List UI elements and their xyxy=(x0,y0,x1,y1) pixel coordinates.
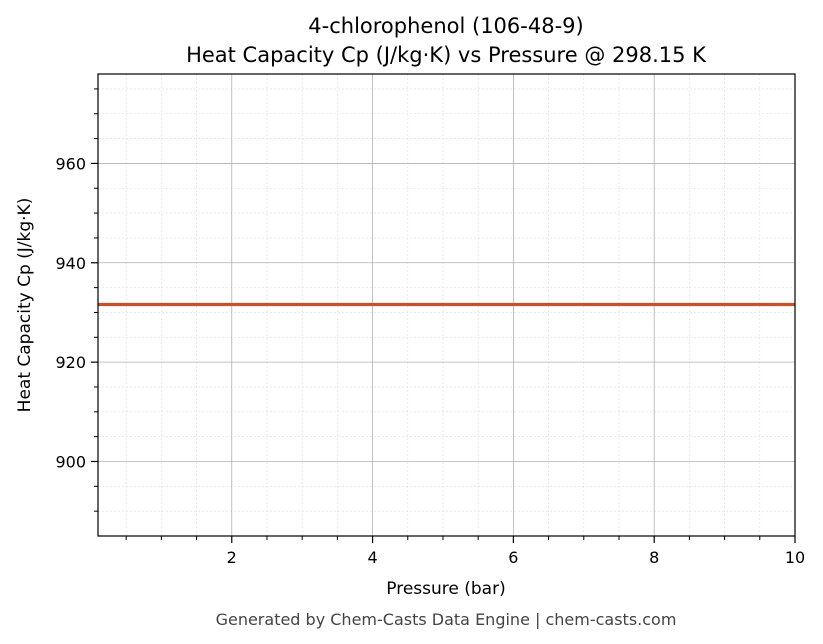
x-axis-label: Pressure (bar) xyxy=(386,579,505,599)
chart-subtitle: Heat Capacity Cp (J/kg·K) vs Pressure @ … xyxy=(186,43,707,67)
x-tick-label: 2 xyxy=(227,548,237,567)
x-tick-label: 4 xyxy=(367,548,377,567)
plot-frame xyxy=(97,73,796,537)
y-axis-label: Heat Capacity Cp (J/kg·K) xyxy=(15,198,35,413)
y-tick-labels: 900 920 940 960 xyxy=(55,154,86,471)
tick-marks xyxy=(91,88,796,543)
y-tick-label: 900 xyxy=(55,452,86,471)
minor-grid xyxy=(98,74,795,536)
x-tick-labels: 2 4 6 8 10 xyxy=(227,548,806,567)
x-tick-label: 6 xyxy=(508,548,518,567)
x-tick-label: 8 xyxy=(649,548,659,567)
footer-credit: Generated by Chem-Casts Data Engine | ch… xyxy=(216,610,677,629)
y-tick-label: 940 xyxy=(55,254,86,273)
y-tick-label: 960 xyxy=(55,154,86,173)
x-tick-label: 10 xyxy=(785,548,805,567)
y-tick-label: 920 xyxy=(55,353,86,372)
chart-title: 4-chlorophenol (106-48-9) xyxy=(308,14,583,38)
